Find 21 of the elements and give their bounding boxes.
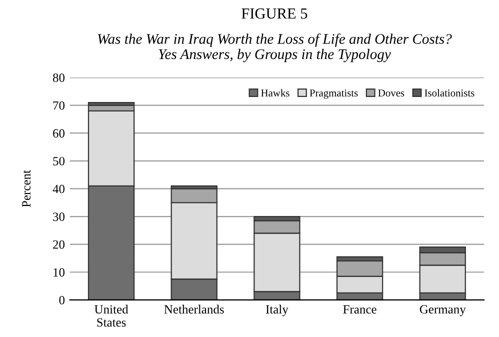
- legend-label: Isolationists: [424, 89, 474, 97]
- y-tick-label: 80: [52, 74, 65, 82]
- x-tick-label: Netherlands: [164, 304, 224, 314]
- y-tick-label: 40: [52, 184, 65, 194]
- x-tick-label: Italy: [266, 304, 288, 316]
- y-tick-label: 0: [59, 296, 65, 304]
- x-tick-label: Germany: [420, 305, 466, 316]
- y-tick-label: 50: [53, 156, 65, 166]
- y-tick-label: 10: [54, 268, 65, 277]
- y-tick-label: 30: [53, 212, 65, 221]
- chart-title: FIGURE 5: [242, 8, 308, 19]
- legend-label: Pragmatists: [310, 90, 358, 99]
- legend-label: Hawks: [261, 89, 290, 97]
- legend-label: Doves: [378, 90, 404, 97]
- chart-subtitle: Was the War in Iraq Worth the Loss of Life and Other Costs? Yes Answers, by Groups in the Typology: [98, 33, 452, 62]
- y-tick-label: 20: [53, 240, 65, 249]
- x-tick-label: United States: [94, 304, 128, 327]
- x-tick-label: France: [343, 305, 376, 314]
- y-tick-label: 60: [53, 129, 65, 138]
- y-axis-title: Percent: [22, 170, 31, 208]
- y-tick-label: 70: [53, 101, 65, 110]
